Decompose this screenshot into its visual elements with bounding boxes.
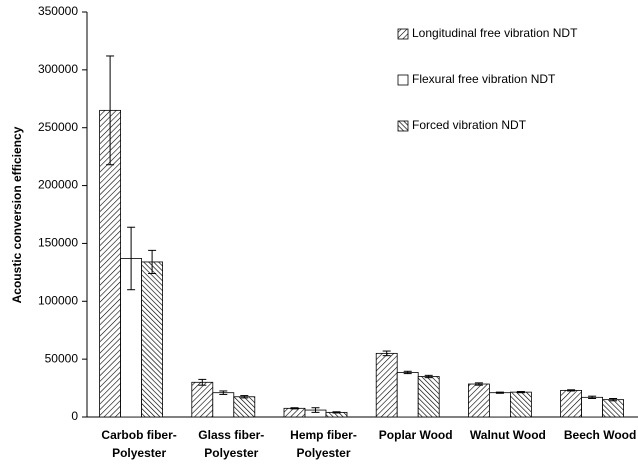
legend-label: Forced vibration NDT <box>412 118 527 132</box>
bar <box>602 399 624 418</box>
legend-swatch <box>397 74 409 86</box>
y-axis-label: Acoustic conversion efficiency <box>10 126 24 303</box>
bar <box>191 381 214 418</box>
bar <box>141 261 164 418</box>
y-tick-label: 150000 <box>38 236 78 250</box>
x-tick-label: Walnut Wood <box>470 428 546 442</box>
legend-label: Flexural free vibration NDT <box>412 72 556 86</box>
bar <box>233 396 256 418</box>
bar <box>581 396 603 418</box>
x-tick-label: Carbob fiber- <box>101 428 176 442</box>
bar <box>212 392 235 418</box>
bar <box>375 352 398 418</box>
bar <box>417 376 440 418</box>
x-tick-label: Hemp fiber- <box>290 428 357 442</box>
bar <box>560 389 582 418</box>
bar <box>283 407 306 418</box>
legend-swatch <box>397 120 409 132</box>
y-tick-label: 300000 <box>38 62 78 76</box>
y-tick-label: 350000 <box>38 4 78 18</box>
bar <box>509 391 532 418</box>
x-tick-label: Glass fiber- <box>198 428 264 442</box>
legend-swatch <box>397 28 409 40</box>
y-tick-label: 250000 <box>38 120 78 134</box>
bar <box>467 383 490 418</box>
x-tick-label: Polyester <box>296 446 350 460</box>
bar <box>396 372 419 418</box>
x-tick-label: Beech Wood <box>564 428 636 442</box>
x-tick-label: Polyester <box>204 446 258 460</box>
legend-label: Longitudinal free vibration NDT <box>412 26 578 40</box>
y-tick-label: 50000 <box>45 351 79 365</box>
y-tick-label: 100000 <box>38 293 78 307</box>
y-tick-label: 0 <box>71 409 78 423</box>
y-tick-label: 200000 <box>38 178 78 192</box>
x-tick-label: Polyester <box>112 446 166 460</box>
bar <box>488 392 511 418</box>
x-tick-label: Poplar Wood <box>379 428 453 442</box>
